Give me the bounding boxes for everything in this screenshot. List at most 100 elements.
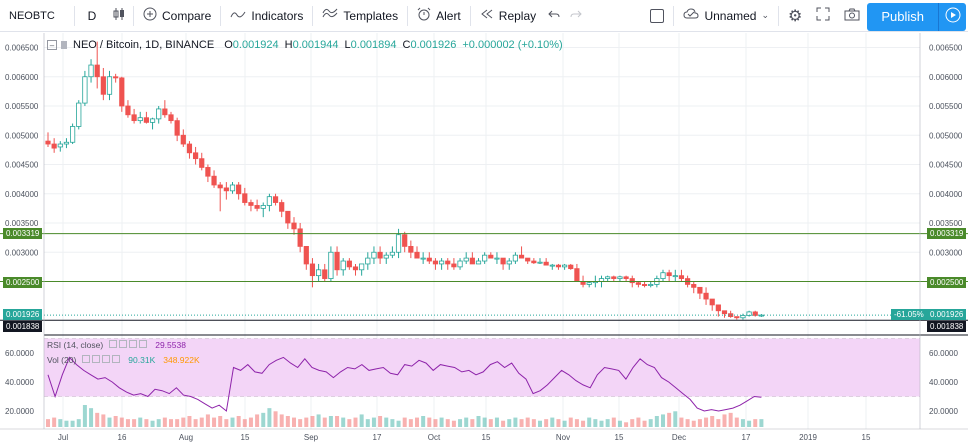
candle-body xyxy=(297,228,303,247)
price-tick-label: 0.006000 xyxy=(929,73,963,82)
candle-body xyxy=(334,251,340,271)
publish-button[interactable]: Publish xyxy=(867,2,938,31)
candle-body xyxy=(728,313,734,317)
volume-bar xyxy=(187,416,192,427)
interval-button[interactable]: D xyxy=(87,8,97,23)
templates-button[interactable]: Templates xyxy=(315,0,405,32)
replay-button[interactable]: Replay xyxy=(473,0,543,32)
candle-body xyxy=(672,275,678,278)
candle-body xyxy=(94,64,100,78)
candlesticks xyxy=(45,41,765,320)
candle-body xyxy=(734,316,740,319)
volume-bar xyxy=(507,419,512,427)
toolbar-divider xyxy=(673,5,675,26)
candle-body xyxy=(236,184,242,195)
rsi-label: RSI (14, close) xyxy=(47,340,104,350)
candle-body xyxy=(420,257,426,260)
chart-type-button[interactable] xyxy=(107,0,131,32)
volume-bar xyxy=(347,419,352,427)
chart-canvas[interactable]: 0.006500 0.006000 0.005500 0.005000 0.004500… xyxy=(0,33,968,444)
time-tick-label: 15 xyxy=(862,433,871,442)
redo-button[interactable] xyxy=(565,0,587,32)
volume-bar xyxy=(144,419,149,427)
toolbar-divider xyxy=(469,5,471,26)
ohlc-low: L0.001894 xyxy=(344,39,397,51)
volume-bar xyxy=(722,414,727,427)
volume-bar xyxy=(562,420,567,427)
candle-body xyxy=(100,76,106,95)
top-toolbar: NEOBTC D Compare Indicators Templates Al… xyxy=(0,0,968,32)
publish-play-button[interactable] xyxy=(938,2,966,31)
volume-bar xyxy=(242,419,247,427)
candle-body xyxy=(272,196,279,203)
volume-bar xyxy=(169,419,173,427)
alert-button[interactable]: Alert xyxy=(410,0,468,32)
candle-body xyxy=(174,120,180,136)
candle-body xyxy=(617,276,623,279)
eye-icon[interactable] xyxy=(82,355,91,363)
gear-icon[interactable] xyxy=(119,340,128,348)
volume-bar xyxy=(70,420,75,427)
volume-bar xyxy=(205,414,210,427)
volume-bar xyxy=(482,417,487,427)
candle-body xyxy=(543,261,549,266)
indicators-icon xyxy=(230,8,246,23)
candle-body xyxy=(199,158,205,168)
candle-body xyxy=(611,276,617,279)
candle-body xyxy=(488,254,494,259)
candle-body xyxy=(291,222,297,230)
close-icon[interactable] xyxy=(102,355,111,363)
volume-bar xyxy=(747,420,752,427)
candle-body xyxy=(260,205,266,209)
toolbar-divider xyxy=(74,5,75,26)
volume-bar xyxy=(427,417,432,427)
volume-bar xyxy=(371,417,376,427)
legend-collapse-button[interactable]: – xyxy=(47,40,57,50)
time-tick-label: 16 xyxy=(118,433,127,442)
candle-body xyxy=(469,257,475,265)
volume-bar xyxy=(550,417,555,427)
candle-body xyxy=(106,76,113,95)
volume-bar xyxy=(617,420,622,427)
volume-bar xyxy=(328,416,333,427)
volume-bar xyxy=(156,419,161,427)
cloud-icon xyxy=(683,8,699,23)
candle-body xyxy=(254,205,260,209)
candle-body xyxy=(740,315,746,319)
compare-button[interactable]: Compare xyxy=(136,0,218,32)
multi-layout-checkbox[interactable] xyxy=(643,0,671,32)
candle-body xyxy=(223,187,229,192)
level-tag-upper-left: 0.003319 xyxy=(3,228,43,239)
candle-body xyxy=(149,118,156,123)
volume-bar xyxy=(267,408,272,427)
settings-button[interactable]: ⚙ xyxy=(781,0,809,32)
candle-body xyxy=(721,310,728,315)
candle-body xyxy=(205,167,211,177)
main-legend: – NEO / Bitcoin, 1D, BINANCE O0.001924 H… xyxy=(47,39,569,51)
more-icon[interactable] xyxy=(139,340,148,348)
volume-bar xyxy=(82,405,87,427)
candle-body xyxy=(156,108,162,120)
candle-body xyxy=(371,251,377,259)
candle-body xyxy=(211,175,217,186)
eye-icon[interactable] xyxy=(109,340,118,348)
volume-bar xyxy=(408,419,413,427)
volume-bar xyxy=(599,420,604,427)
toolbar-divider xyxy=(220,5,222,26)
symbol-search[interactable]: NEOBTC xyxy=(9,9,55,22)
volume-bar xyxy=(624,422,629,427)
undo-button[interactable] xyxy=(543,0,565,32)
candle-body xyxy=(168,114,174,122)
gear-icon[interactable] xyxy=(92,355,101,363)
time-tick-label: 15 xyxy=(615,433,624,442)
redo-icon xyxy=(570,8,582,23)
more-icon[interactable] xyxy=(112,355,121,363)
volume-bar xyxy=(384,417,389,427)
price-tick-label: 0.003500 xyxy=(929,219,963,228)
close-icon[interactable] xyxy=(129,340,138,348)
volume-bar xyxy=(175,419,180,427)
indicators-button[interactable]: Indicators xyxy=(223,0,310,32)
snapshot-button[interactable] xyxy=(837,0,867,32)
fullscreen-button[interactable] xyxy=(809,0,837,32)
layout-menu-button[interactable]: Unnamed ⌄ xyxy=(676,0,776,32)
